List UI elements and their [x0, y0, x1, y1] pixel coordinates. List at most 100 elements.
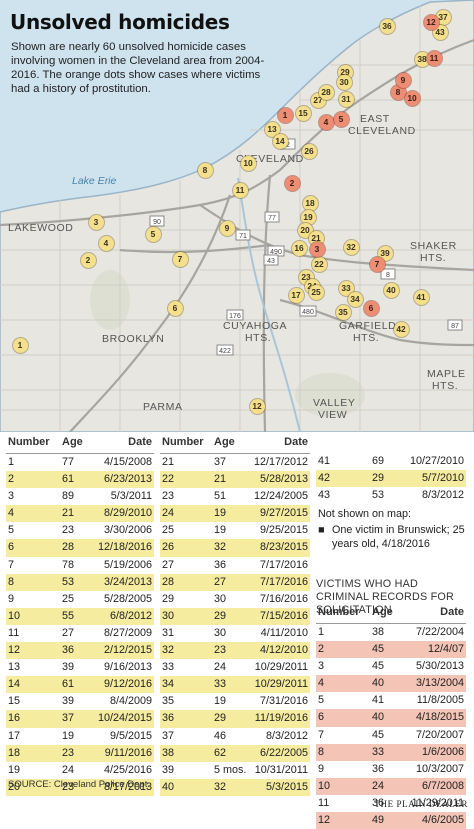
case-marker: 25	[308, 284, 324, 300]
victim-age: 30	[214, 592, 227, 605]
case-date: 4/6/2005	[421, 814, 464, 827]
table-row: 26 32 8/23/2015	[160, 539, 310, 557]
table-row: 12 36 2/12/2015	[6, 642, 154, 660]
victim-age: 36	[62, 644, 75, 657]
case-number: 40	[162, 780, 175, 793]
case-number: 43	[318, 489, 331, 502]
case-marker: 34	[347, 291, 363, 307]
case-number: 25	[162, 524, 175, 537]
svg-text:422: 422	[219, 348, 231, 355]
table-row: 7 78 5/19/2006	[6, 557, 154, 574]
case-number: 1	[318, 626, 325, 638]
table-body: 41 69 10/27/2010 42 29 5/7/2010 43 53 8/3/2012	[316, 453, 466, 504]
victim-age: 29	[214, 609, 227, 622]
table-cases-1-20: Number Age Date 1 77 4/15/2008 2 61 6/23/2013…	[6, 436, 154, 796]
source-note: SOURCE: Cleveland Police Dept.	[8, 779, 151, 790]
victim-age: 24	[372, 779, 385, 792]
case-marker: 28	[318, 84, 334, 100]
place-east-cleveland-1: EAST	[360, 113, 390, 125]
highway-shield: 43	[263, 254, 279, 266]
case-date: 5/28/2013	[259, 473, 308, 486]
case-date: 7/16/2016	[259, 592, 308, 605]
case-number: 3	[8, 490, 15, 503]
table-row: 6 28 12/18/2016	[6, 539, 154, 557]
place-garfield-1: GARFIELD	[339, 320, 397, 332]
case-date: 5/3/2015	[265, 780, 308, 793]
not-shown-item: One victim in Brunswick; 25 years old, 4…	[332, 524, 465, 550]
orange-case-marker: 4	[318, 114, 334, 130]
case-marker: 6	[167, 300, 183, 316]
victim-age: 39	[62, 695, 75, 708]
table-row: 36 29 11/19/2016	[160, 710, 310, 728]
case-marker: 13	[264, 121, 280, 137]
case-number: 32	[162, 644, 175, 657]
case-number: 7	[8, 558, 15, 571]
case-number: 7	[318, 728, 325, 741]
case-number: 6	[8, 541, 15, 554]
table-row: 3 45 5/30/2013	[316, 658, 466, 675]
victim-age: 32	[214, 780, 227, 793]
table-row: 3 89 5/3/2011	[6, 488, 154, 505]
case-number: 4	[8, 507, 15, 520]
table-row: 8 33 1/6/2006	[316, 743, 466, 761]
case-date: 5/3/2011	[110, 490, 152, 503]
victim-age: 23	[214, 644, 227, 657]
table-row: 38 62 6/22/2005	[160, 744, 310, 762]
case-date: 9/11/2016	[104, 746, 152, 759]
case-date: 11/19/2016	[254, 712, 308, 725]
case-marker: 42	[393, 321, 409, 337]
case-date: 7/20/2007	[415, 728, 464, 741]
case-number: 16	[8, 712, 21, 725]
victim-age: 24	[62, 763, 75, 776]
highway-shield: 71	[235, 229, 251, 241]
case-date: 10/29/2011	[254, 661, 308, 674]
table-row: 2 45 12/4/07	[316, 641, 466, 659]
case-date: 6/23/2013	[103, 473, 152, 486]
svg-text:8: 8	[386, 272, 390, 279]
table-row: 25 19 9/25/2015	[160, 522, 310, 539]
victim-age: 28	[62, 541, 75, 554]
case-number: 3	[318, 660, 325, 673]
case-number: 21	[162, 456, 175, 468]
case-marker: 33	[338, 280, 354, 296]
case-date: 7/17/2016	[259, 575, 308, 588]
case-number: 10	[8, 609, 21, 622]
table-row: 7 45 7/20/2007	[316, 727, 466, 744]
table-row: 13 39 9/16/2013	[6, 659, 154, 676]
case-number: 31	[162, 626, 175, 639]
highway-shield: 8	[380, 268, 396, 280]
highway-shield: 87	[447, 319, 463, 331]
table-row: 1 38 7/22/2004	[316, 624, 466, 641]
table-row: 43 53 8/3/2012	[316, 487, 466, 504]
victim-age: 27	[214, 575, 227, 588]
victim-age: 29	[372, 472, 385, 485]
case-number: 14	[8, 678, 21, 691]
svg-text:71: 71	[239, 233, 247, 240]
case-date: 2/12/2015	[103, 644, 152, 657]
victim-age: 61	[62, 678, 75, 691]
case-date: 4/11/2010	[260, 626, 308, 639]
orange-case-marker: 1	[277, 107, 293, 123]
case-date: 10/3/2007	[415, 762, 464, 775]
victim-age: 45	[372, 643, 385, 656]
table-row: 9 36 10/3/2007	[316, 761, 466, 778]
case-date: 7/15/2016	[259, 609, 308, 622]
case-marker: 16	[291, 240, 307, 256]
page-title: Unsolved homicides	[10, 10, 230, 34]
victim-age: 30	[214, 626, 227, 639]
victim-age: 45	[372, 660, 385, 673]
orange-case-marker: 7	[369, 256, 385, 272]
highway-shield: 77	[264, 211, 280, 223]
victim-age: 53	[372, 489, 385, 502]
case-number: 9	[8, 592, 15, 605]
case-date: 9/5/2015	[109, 729, 152, 742]
table-row: 30 29 7/15/2016	[160, 607, 310, 625]
case-date: 5/28/2005	[103, 592, 152, 605]
victim-age: 69	[372, 455, 385, 467]
case-date: 6/8/2012	[109, 609, 152, 622]
case-date: 4/25/2016	[103, 763, 152, 776]
place-shaker-1: SHAKER	[410, 240, 457, 252]
case-marker: 32	[343, 239, 359, 255]
table-row: 39 5 mos. 10/31/2011	[160, 762, 310, 779]
place-maple-2: HTS.	[432, 380, 459, 392]
